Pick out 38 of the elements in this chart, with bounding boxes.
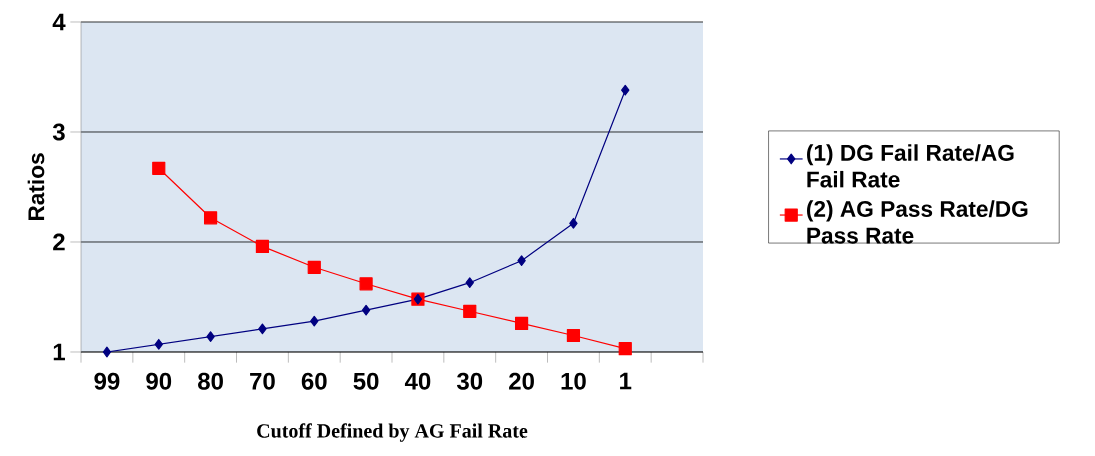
point — [206, 331, 215, 342]
point — [566, 328, 581, 343]
point — [465, 277, 474, 289]
x-tick-label: 1 — [620, 372, 632, 390]
x-tick-label: 40 — [404, 372, 431, 390]
point — [154, 338, 163, 350]
point — [517, 255, 526, 267]
x-tick-label: 90 — [146, 372, 172, 390]
point — [359, 277, 373, 291]
x-tick-label: 60 — [301, 372, 327, 390]
point — [310, 315, 319, 327]
y-axis-title: Ratios — [27, 153, 45, 221]
x-tick-label: 80 — [198, 372, 223, 390]
point — [102, 346, 112, 358]
point — [258, 323, 267, 335]
x-tick-label: 70 — [250, 372, 275, 390]
x-tick-label: 99 — [94, 372, 120, 390]
x-tick-label: 10 — [561, 372, 586, 390]
x-tick-label: 30 — [456, 372, 483, 390]
legend-label: (1) DG Fail Rate/AG Fail Rate — [807, 144, 1014, 188]
point — [569, 217, 578, 229]
x-tick-label: 50 — [353, 372, 379, 390]
y-tick-label: 4 — [52, 13, 66, 31]
x-axis-title: Cutoff Defined by AG Fail Rate — [257, 423, 528, 442]
point — [463, 304, 477, 318]
x-tick-label: 20 — [509, 372, 534, 390]
point — [618, 342, 632, 356]
point — [361, 304, 371, 316]
legend-label: (2) AG Pass Rate/DG Pass Rate — [807, 200, 1028, 244]
point — [152, 161, 166, 175]
point — [621, 84, 630, 96]
point — [204, 211, 218, 225]
y-tick-label: 2 — [53, 233, 65, 251]
y-tick-label: 1 — [53, 343, 65, 361]
point — [307, 260, 321, 274]
point — [514, 316, 529, 330]
point — [255, 239, 270, 253]
y-tick-label: 3 — [52, 123, 65, 141]
